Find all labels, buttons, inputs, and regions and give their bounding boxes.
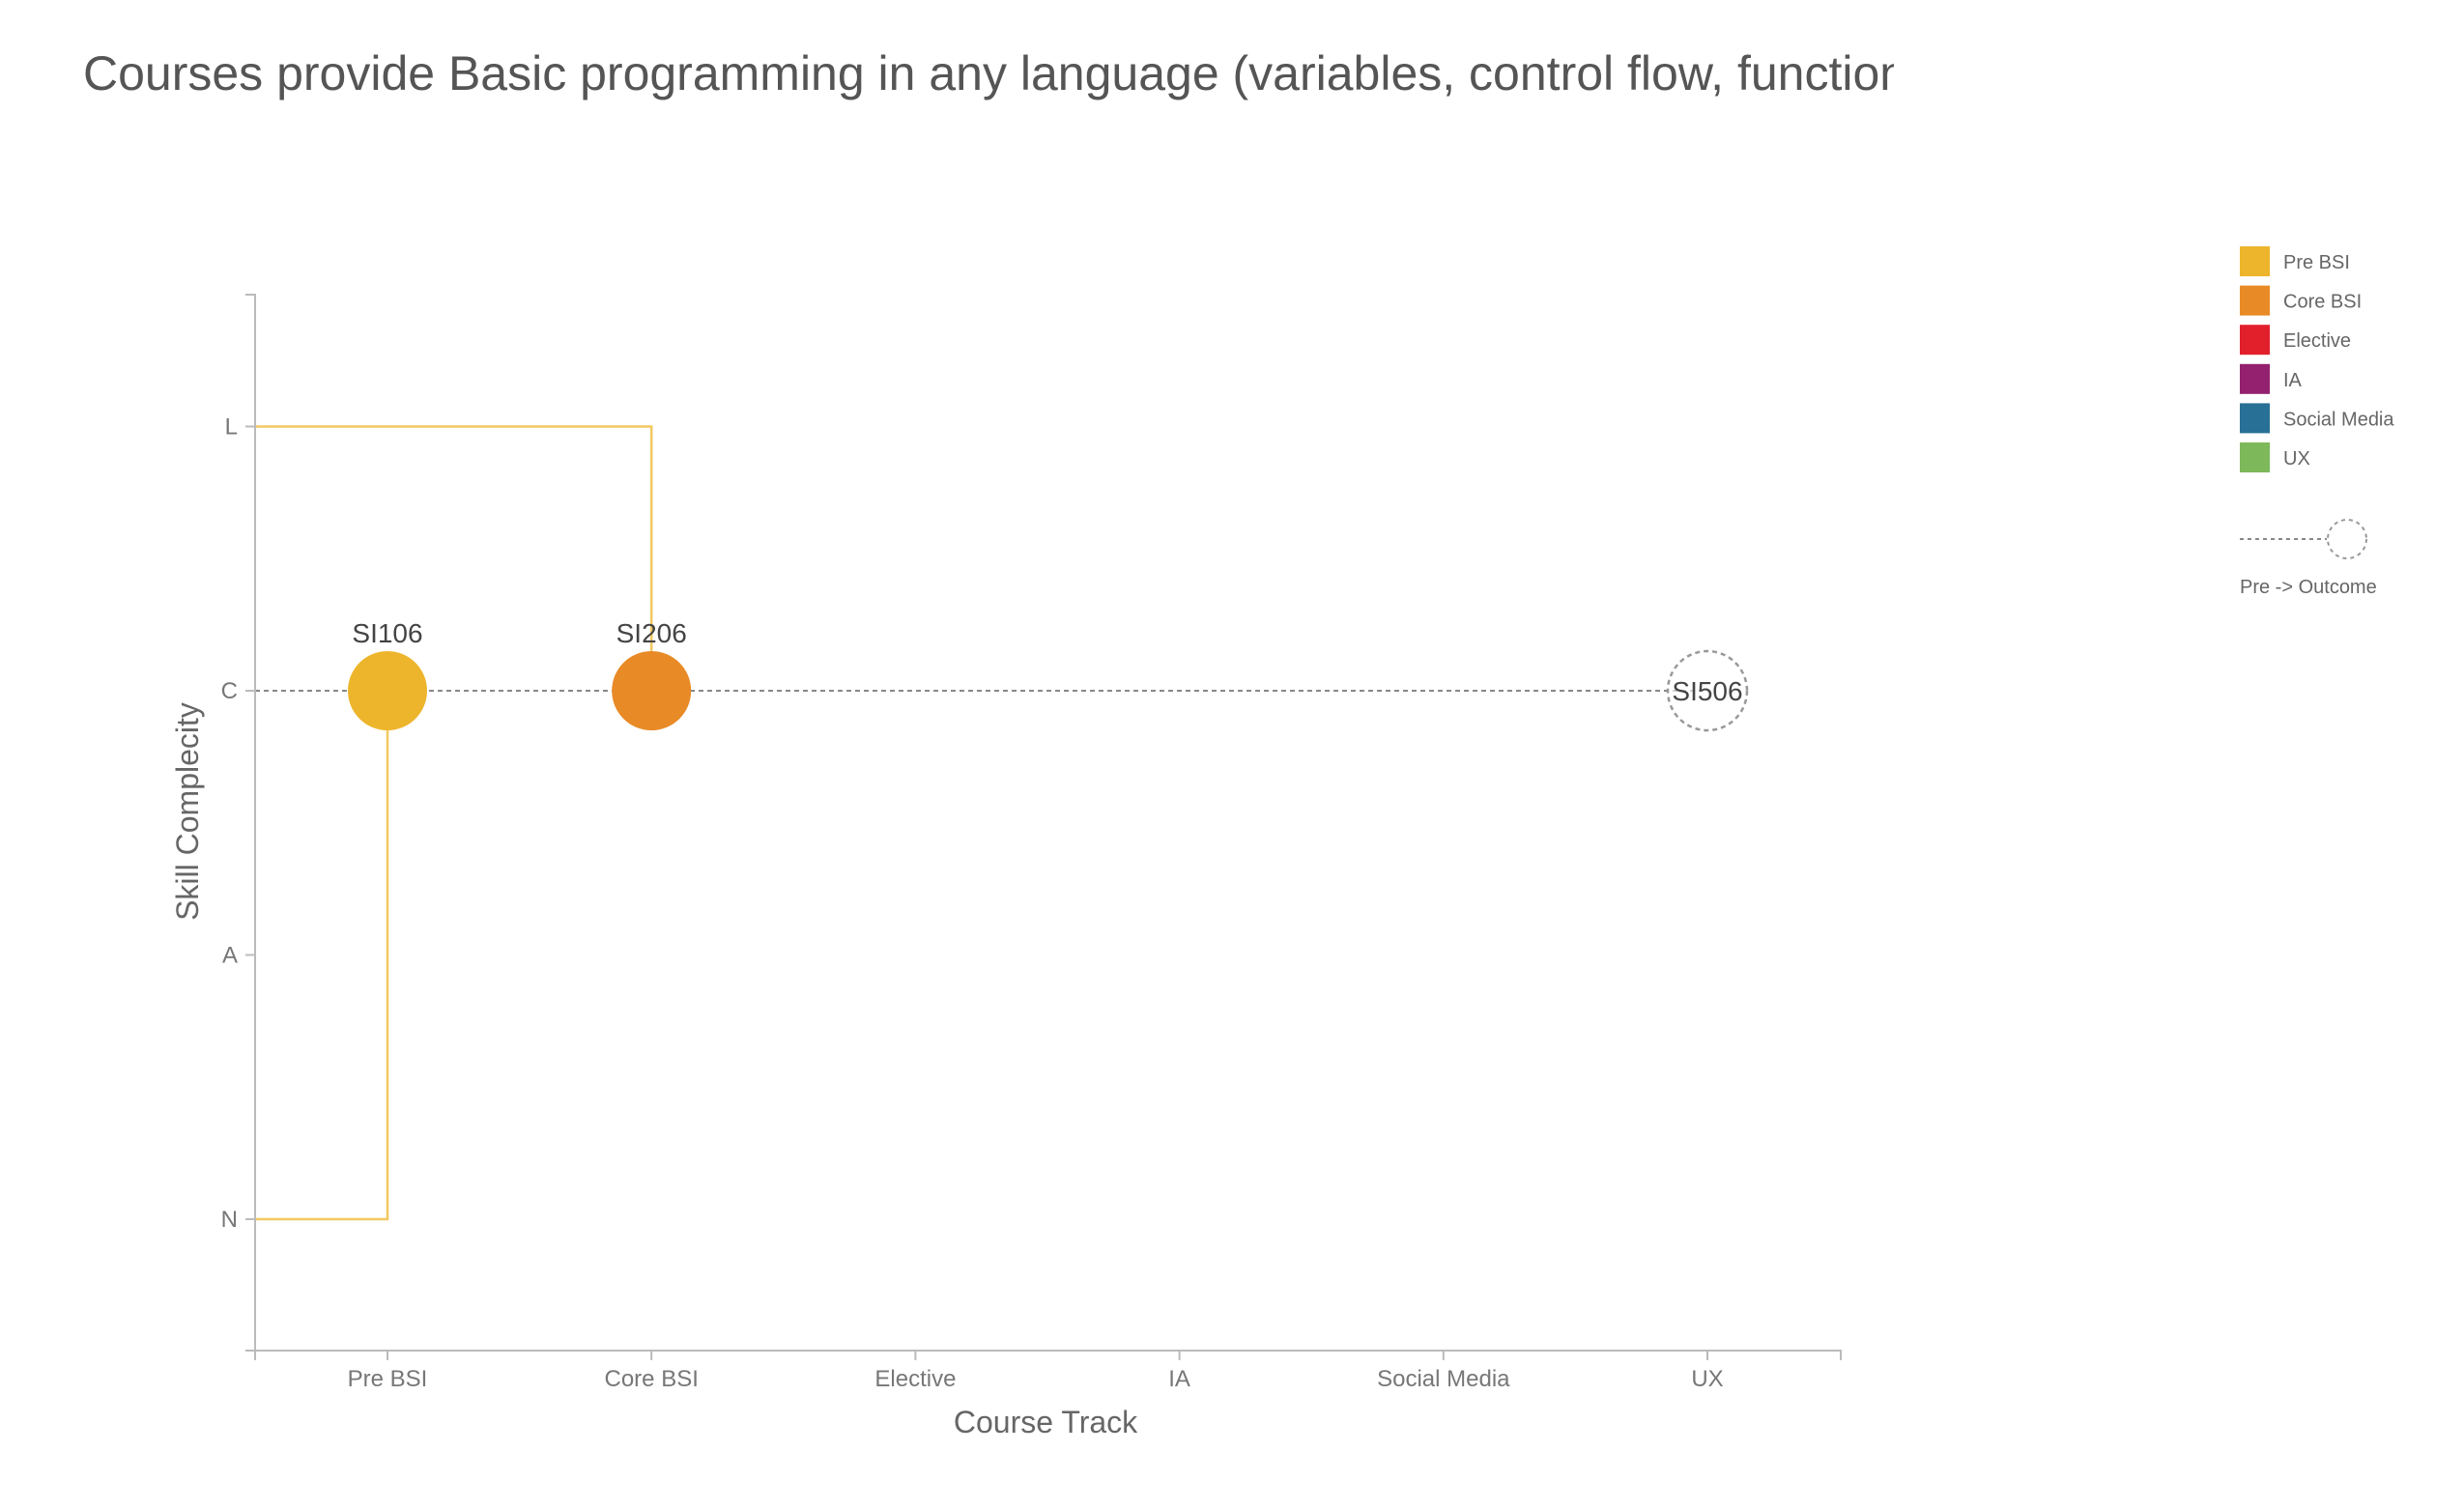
legend-label-ia: IA <box>2283 370 2303 391</box>
x-tick-label-pre-bsi: Pre BSI <box>348 1366 428 1392</box>
node-label-si206: SI206 <box>616 618 687 648</box>
legend-swatch-ia <box>2240 363 2270 394</box>
legend-label-ux: UX <box>2283 448 2310 470</box>
legend-label-social-media: Social Media <box>2283 409 2394 430</box>
axes: N A C L Pre BSI Core BSI Elective IA Social Medi… <box>221 294 1842 1392</box>
y-axis-title: Skill Complecity <box>170 702 205 921</box>
legend-key-label: Pre -> Outcome <box>2240 577 2377 598</box>
legend-swatch-social-media <box>2240 403 2270 434</box>
node-si206 <box>612 651 692 730</box>
node-label-si106: SI106 <box>352 618 422 648</box>
legend-swatch-pre-bsi <box>2240 246 2270 276</box>
node-si506 <box>1666 649 1749 732</box>
x-tick-label-ux: UX <box>1691 1366 1723 1392</box>
x-tick-label-elective: Elective <box>874 1366 956 1392</box>
y-tick-label-a: A <box>222 943 238 969</box>
y-tick-label-n: N <box>221 1207 238 1233</box>
x-tick-label-social-media: Social Media <box>1377 1366 1510 1392</box>
course-nodes: SI106 SI206 SI506 <box>348 618 1749 732</box>
x-tick-label-ia: IA <box>1168 1366 1190 1392</box>
x-tick-label-core-bsi: Core BSI <box>605 1366 699 1392</box>
y-tick-label-c: C <box>221 678 238 704</box>
prerequisite-links <box>255 425 1707 1221</box>
link-si206 <box>255 425 653 691</box>
x-axis-title: Course Track <box>954 1405 1138 1439</box>
legend-label-pre-bsi: Pre BSI <box>2283 252 2350 273</box>
legend-swatch-elective <box>2240 325 2270 356</box>
node-label-si506: SI506 <box>1672 676 1742 706</box>
link-si106 <box>255 691 389 1221</box>
axis-frame <box>245 294 1842 1360</box>
y-tick-label-l: L <box>225 414 238 441</box>
legend-swatch-ux <box>2240 442 2270 472</box>
legend-key-circle <box>2327 519 2367 559</box>
legend-label-core-bsi: Core BSI <box>2283 292 2362 313</box>
node-si106 <box>348 651 427 730</box>
chart-title: Courses provide Basic programming in any… <box>83 46 1931 100</box>
legend-swatch-core-bsi <box>2240 285 2270 316</box>
legend-label-elective: Elective <box>2283 330 2351 352</box>
legend: Pre BSI Core BSI Elective IA Social Media UX P… <box>2240 246 2394 598</box>
